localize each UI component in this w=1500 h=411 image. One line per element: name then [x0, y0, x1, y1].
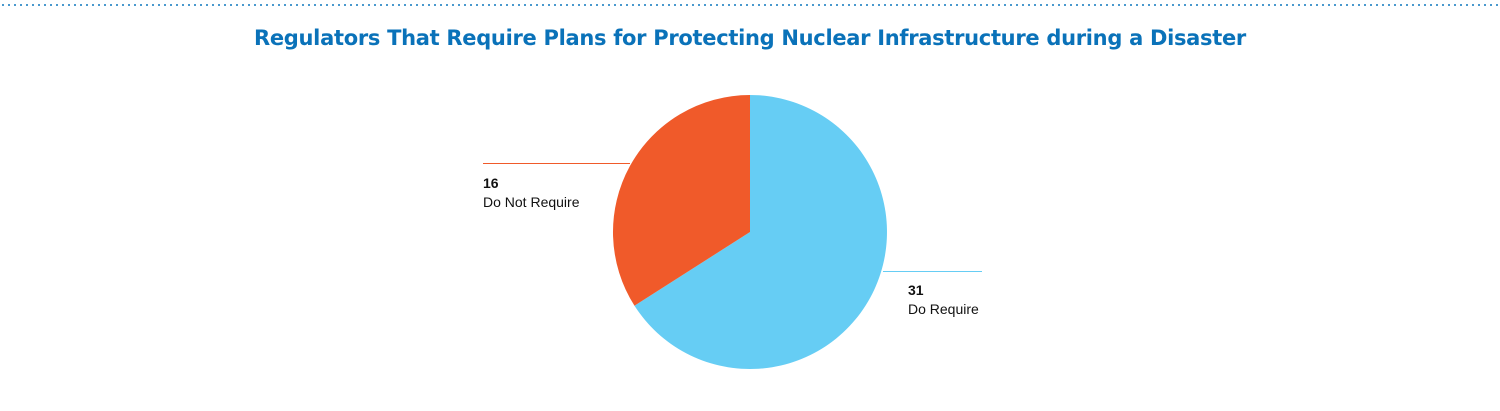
label-do-require: 31 Do Require [908, 281, 979, 319]
chart-title: Regulators That Require Plans for Protec… [253, 26, 1246, 50]
label-name: Do Require [908, 301, 979, 317]
slice-do-not-require [612, 94, 750, 306]
slice-do-require [634, 95, 887, 370]
label-value: 31 [908, 282, 924, 298]
label-do-not-require: 16 Do Not Require [483, 174, 580, 212]
label-name: Do Not Require [483, 194, 580, 210]
label-value: 16 [483, 175, 499, 191]
dotted-divider [0, 4, 1500, 6]
